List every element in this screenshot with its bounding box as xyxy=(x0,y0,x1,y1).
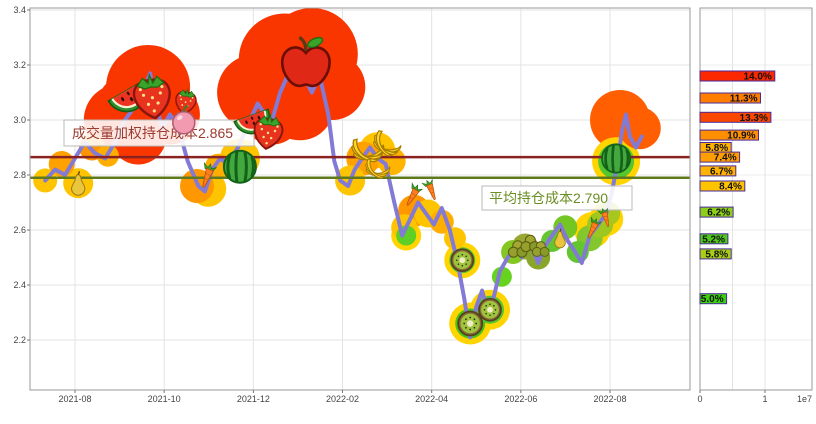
volume-bar-label: 5.8% xyxy=(705,249,728,260)
y-tick-label: 2.8 xyxy=(13,170,26,180)
y-tick-label: 2.6 xyxy=(13,225,26,235)
y-tick-label: 2.2 xyxy=(13,335,26,345)
volume-bar xyxy=(699,111,772,123)
volume-bar-label: 5.0% xyxy=(701,294,724,305)
hist-x-tick-label: 0 xyxy=(697,394,702,404)
volume-bar xyxy=(699,293,728,305)
volume-bar-label: 6.7% xyxy=(710,166,733,177)
watermelon-icon xyxy=(222,149,258,185)
histogram-plot-border xyxy=(699,7,813,391)
volume-bar-label: 7.4% xyxy=(714,153,737,164)
y-tick-label: 3.2 xyxy=(13,60,26,70)
volume-bar xyxy=(699,165,737,177)
volume-bar xyxy=(699,233,729,245)
carrot-icon xyxy=(421,178,440,203)
kiwi-icon xyxy=(450,248,475,273)
volume-bar-label: 11.3% xyxy=(730,94,758,105)
y-tick-label: 3.4 xyxy=(13,5,26,15)
volume-bar xyxy=(699,92,761,104)
x-tick-label: 2022-06 xyxy=(504,394,537,404)
vwap-label-box xyxy=(63,119,255,147)
kiwi-icon xyxy=(478,297,502,322)
kiwi-icon xyxy=(457,310,484,337)
x-tick-label: 2021-10 xyxy=(148,394,181,404)
volume-bar xyxy=(699,248,732,260)
volume-bar-label: 6.2% xyxy=(707,208,730,219)
avg-label-text: 平均持仓成本2.790 xyxy=(489,190,608,206)
volume-bar xyxy=(699,206,734,218)
hist-x-tick-label: 1 xyxy=(762,394,767,404)
x-tick-label: 2021-12 xyxy=(237,394,270,404)
volume-bar-label: 5.2% xyxy=(702,234,725,245)
volume-bar xyxy=(699,129,759,141)
watermelon-icon xyxy=(600,143,632,174)
volume-bar xyxy=(699,70,776,82)
volume-bar xyxy=(699,151,741,163)
x-tick-label: 2021-08 xyxy=(58,394,91,404)
volume-bar xyxy=(699,180,746,192)
main-plot-border xyxy=(29,7,691,391)
x-tick-label: 2022-08 xyxy=(594,394,627,404)
volume-bar-label: 10.9% xyxy=(727,131,755,142)
x-tick-label: 2022-04 xyxy=(415,394,448,404)
y-tick-label: 2.4 xyxy=(13,280,26,290)
volume-bar-label: 8.4% xyxy=(719,182,742,193)
volume-bar-label: 13.3% xyxy=(740,113,768,124)
hist-scale-label: 1e7 xyxy=(797,394,812,404)
avg-label-box xyxy=(481,185,633,211)
volume-bar-label: 5.8% xyxy=(705,143,728,154)
y-tick-label: 3.0 xyxy=(13,115,26,125)
x-tick-label: 2022-02 xyxy=(326,394,359,404)
vwap-label-text: 成交量加权持仓成本2.865 xyxy=(72,125,233,141)
volume-bar-label: 14.0% xyxy=(743,72,771,83)
